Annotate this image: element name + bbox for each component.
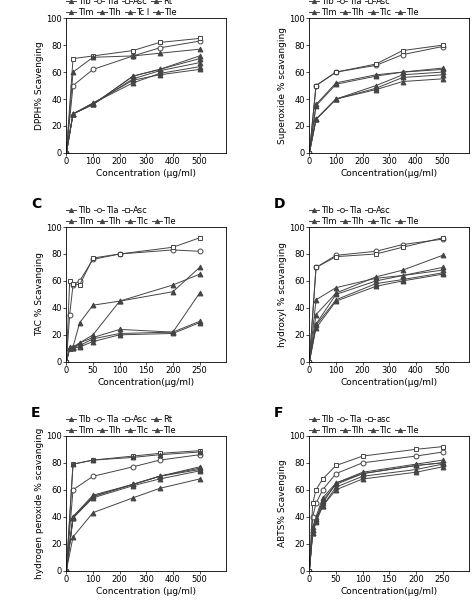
Y-axis label: ABTS% Scavenging: ABTS% Scavenging [278,459,287,547]
Text: A: A [31,0,42,2]
Legend: Tlb, Tla, asc: Tlb, Tla, asc [310,415,391,424]
Text: D: D [274,197,286,211]
Y-axis label: hydroxyl % scavanging: hydroxyl % scavanging [278,242,287,347]
Legend: Tlb, Tla, Asc: Tlb, Tla, Asc [310,0,391,6]
Legend: Tlb, Tla, Asc: Tlb, Tla, Asc [310,206,391,215]
Legend: Tlb, Tla, Asc, Rt: Tlb, Tla, Asc, Rt [66,0,172,6]
Y-axis label: hydrogen peroxide % scavanging: hydrogen peroxide % scavanging [35,427,44,579]
Y-axis label: DPPH% Scavenging: DPPH% Scavenging [35,41,44,130]
Text: E: E [31,406,41,420]
Y-axis label: TAC % Scavanging: TAC % Scavanging [35,253,44,336]
Text: F: F [274,406,284,420]
X-axis label: Concentration (µg/ml): Concentration (µg/ml) [96,169,196,178]
X-axis label: Concentration(µg/ml): Concentration(µg/ml) [341,378,438,387]
Text: B: B [274,0,285,2]
X-axis label: Concentration(µg/ml): Concentration(µg/ml) [341,169,438,178]
X-axis label: Concentration(µg/ml): Concentration(µg/ml) [98,378,195,387]
Legend: Tlb, Tla, Asc: Tlb, Tla, Asc [66,206,148,215]
Y-axis label: Superoxide % scavanging: Superoxide % scavanging [278,27,287,144]
X-axis label: Concentration (µg/ml): Concentration (µg/ml) [96,586,196,595]
Legend: Tlb, Tla, Asc, Rt: Tlb, Tla, Asc, Rt [66,415,172,424]
X-axis label: Concentration(µg/ml): Concentration(µg/ml) [341,586,438,595]
Text: C: C [31,197,41,211]
